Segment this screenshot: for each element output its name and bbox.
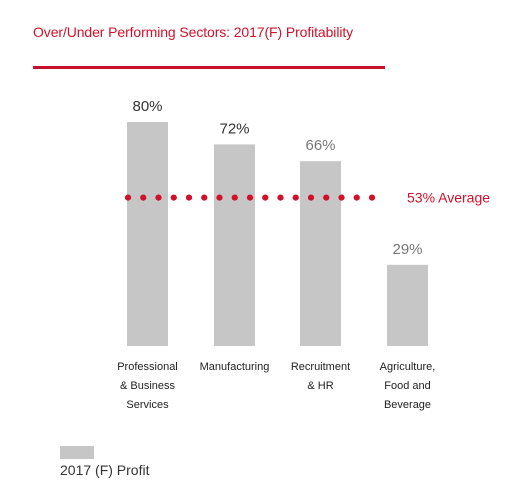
average-line-dot [185, 194, 193, 201]
bar-value-label: 80% [132, 98, 162, 115]
x-tick-label: Food and [384, 380, 430, 392]
average-line-dot [124, 194, 132, 201]
average-line-dot [155, 194, 162, 201]
title-underline [33, 66, 385, 69]
average-line-dot [323, 194, 330, 201]
average-line-dot [170, 194, 177, 201]
bar-value-label: 66% [305, 137, 335, 154]
bar-value-label: 72% [219, 120, 249, 137]
average-line-dot [368, 194, 376, 201]
bar [387, 264, 428, 346]
average-line-dot [246, 194, 254, 201]
x-tick-label: Recruitment [291, 361, 350, 373]
x-tick-label: & Business [120, 380, 176, 392]
bar [127, 122, 168, 346]
average-line-dot [338, 194, 345, 201]
average-line-dot [231, 194, 238, 201]
average-line-dot [216, 194, 223, 201]
average-line-label: 53% Average [407, 190, 490, 206]
bar [214, 144, 255, 346]
bar [300, 161, 341, 346]
x-tick-label: & HR [307, 380, 333, 392]
x-tick-label: Professional [117, 361, 178, 373]
x-tick-label: Manufacturing [200, 361, 270, 373]
average-line-dot [140, 194, 147, 201]
average-line-dot [307, 194, 315, 201]
average-line-dot [353, 194, 360, 201]
average-line-dot [201, 194, 208, 201]
x-tick-label: Beverage [384, 399, 431, 411]
bar-value-label: 29% [392, 241, 422, 258]
average-line-dot [277, 194, 284, 201]
x-tick-label: Agriculture, [380, 361, 436, 373]
average-line-dot [262, 194, 269, 201]
legend-swatch [60, 446, 94, 459]
legend: 2017 (F) Profit [60, 446, 149, 478]
chart-title: Over/Under Performing Sectors: 2017(F) P… [33, 24, 354, 40]
average-line-dot [292, 194, 299, 201]
x-tick-label: Services [126, 399, 169, 411]
legend-label: 2017 (F) Profit [60, 462, 150, 478]
